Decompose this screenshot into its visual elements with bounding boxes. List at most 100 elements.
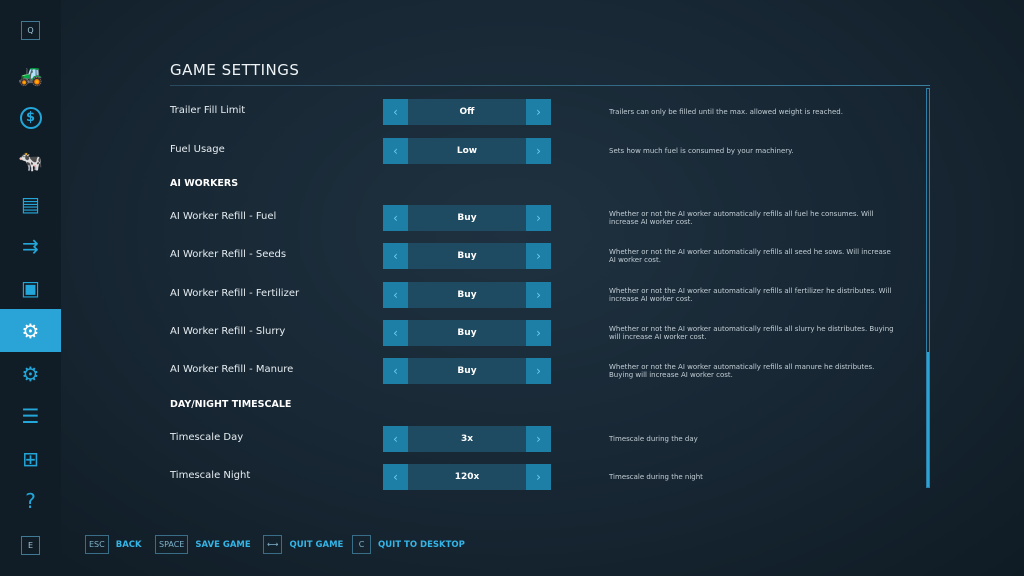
chevron-left-icon: ‹	[393, 432, 398, 446]
chevron-left-icon: ‹	[393, 144, 398, 158]
next-option-button[interactable]: ›	[526, 205, 551, 231]
previous-option-button[interactable]: ‹	[383, 138, 408, 164]
sidebar-item-tractor[interactable]: 🚜	[0, 53, 61, 96]
chevron-left-icon: ‹	[393, 211, 398, 225]
setting-value[interactable]: 3x	[408, 426, 526, 452]
setting-label: AI Worker Refill - Fertilizer	[170, 288, 300, 299]
scrollbar[interactable]	[926, 88, 930, 488]
next-option-button[interactable]: ›	[526, 282, 551, 308]
setting-value[interactable]: Buy	[408, 320, 526, 346]
next-option-button[interactable]: ›	[526, 243, 551, 269]
sidebar: Q 🚜 $ 🐄 ▤ ⇉ ▣ ⚙ ⚙ ☰ ⊞? E	[0, 0, 61, 576]
chevron-right-icon: ›	[536, 249, 541, 263]
footer-back-button[interactable]: ESC BACK	[85, 535, 142, 554]
setting-label: Fuel Usage	[170, 144, 225, 155]
next-option-button[interactable]: ›	[526, 138, 551, 164]
hierarchy-icon: ⊞	[22, 446, 39, 471]
chevron-right-icon: ›	[536, 364, 541, 378]
chevron-left-icon: ‹	[393, 326, 398, 340]
previous-option-button[interactable]: ‹	[383, 320, 408, 346]
chevron-right-icon: ›	[536, 144, 541, 158]
setting-selector: ‹ Buy ›	[383, 358, 551, 384]
sidebar-item-production[interactable]: ⇉	[0, 224, 61, 267]
statistics-icon: ▣	[21, 275, 40, 300]
help-icon: ?	[25, 488, 36, 513]
page-title: GAME SETTINGS	[170, 61, 300, 79]
sidebar-item-statistics[interactable]: ▣	[0, 266, 61, 309]
footer-save-game-button[interactable]: SPACE SAVE GAME	[155, 535, 251, 554]
previous-option-button[interactable]: ‹	[383, 464, 408, 490]
setting-description: Whether or not the AI worker automatical…	[609, 248, 891, 264]
setting-description: Sets how much fuel is consumed by your m…	[609, 147, 794, 155]
setting-value[interactable]: Buy	[408, 243, 526, 269]
sidebar-item-sliders[interactable]: ☰	[0, 394, 61, 437]
e-key-hint[interactable]: E	[21, 536, 40, 555]
chevron-right-icon: ›	[536, 288, 541, 302]
previous-option-button[interactable]: ‹	[383, 282, 408, 308]
previous-option-button[interactable]: ‹	[383, 358, 408, 384]
next-option-button[interactable]: ›	[526, 99, 551, 125]
key-hint: SPACE	[155, 535, 189, 554]
sliders-icon: ☰	[21, 403, 40, 428]
chevron-left-icon: ‹	[393, 470, 398, 484]
next-option-button[interactable]: ›	[526, 464, 551, 490]
setting-value[interactable]: Buy	[408, 282, 526, 308]
sidebar-item-help[interactable]: ?	[0, 479, 61, 522]
game-settings-icon: ⚙	[21, 318, 40, 343]
title-divider	[170, 85, 930, 86]
chevron-left-icon: ‹	[393, 105, 398, 119]
setting-value[interactable]: Off	[408, 99, 526, 125]
setting-description: Whether or not the AI worker automatical…	[609, 325, 894, 341]
footer-label: SAVE GAME	[195, 539, 251, 550]
chevron-right-icon: ›	[536, 211, 541, 225]
setting-label: AI Worker Refill - Fuel	[170, 211, 277, 222]
next-option-button[interactable]: ›	[526, 426, 551, 452]
production-icon: ⇉	[22, 233, 39, 258]
key-hint: ESC	[85, 535, 109, 554]
sidebar-item-dollar[interactable]: $	[0, 96, 61, 139]
footer-quit-to-desktop-button[interactable]: C QUIT TO DESKTOP	[352, 535, 465, 554]
footer-label: QUIT GAME	[289, 539, 344, 550]
tractor-icon: 🚜	[18, 62, 43, 87]
setting-description: Timescale during the night	[609, 473, 703, 481]
previous-option-button[interactable]: ‹	[383, 99, 408, 125]
footer-quit-game-button[interactable]: ⟷ QUIT GAME	[263, 535, 343, 554]
setting-label: Timescale Day	[170, 432, 244, 443]
sidebar-item-contracts[interactable]: ▤	[0, 182, 61, 225]
chevron-right-icon: ›	[536, 432, 541, 446]
dollar-icon: $	[19, 106, 42, 129]
setting-selector: ‹ Buy ›	[383, 243, 551, 269]
footer-label: QUIT TO DESKTOP	[378, 539, 465, 550]
setting-selector: ‹ 120x ›	[383, 464, 551, 490]
key-hint: ⟷	[263, 535, 283, 554]
setting-description: Timescale during the day	[609, 435, 698, 443]
setting-selector: ‹ Low ›	[383, 138, 551, 164]
setting-value[interactable]: Buy	[408, 358, 526, 384]
chevron-left-icon: ‹	[393, 288, 398, 302]
previous-option-button[interactable]: ‹	[383, 243, 408, 269]
scrollbar-thumb[interactable]	[927, 352, 929, 487]
setting-value[interactable]: Buy	[408, 205, 526, 231]
setting-value[interactable]: 120x	[408, 464, 526, 490]
previous-option-button[interactable]: ‹	[383, 426, 408, 452]
sidebar-item-hierarchy[interactable]: ⊞	[0, 437, 61, 480]
setting-value[interactable]: Low	[408, 138, 526, 164]
next-option-button[interactable]: ›	[526, 358, 551, 384]
setting-selector: ‹ Buy ›	[383, 205, 551, 231]
q-key-hint[interactable]: Q	[21, 21, 40, 40]
contracts-icon: ▤	[21, 191, 40, 216]
chevron-right-icon: ›	[536, 470, 541, 484]
setting-selector: ‹ Buy ›	[383, 320, 551, 346]
sidebar-item-game-settings[interactable]: ⚙	[0, 309, 61, 352]
gear-icon: ⚙	[21, 361, 40, 386]
setting-label: AI Worker Refill - Seeds	[170, 249, 287, 260]
previous-option-button[interactable]: ‹	[383, 205, 408, 231]
next-option-button[interactable]: ›	[526, 320, 551, 346]
setting-label: Timescale Night	[170, 470, 251, 481]
chevron-right-icon: ›	[536, 105, 541, 119]
setting-label: AI Worker Refill - Manure	[170, 364, 294, 375]
setting-label: Trailer Fill Limit	[170, 105, 246, 116]
sidebar-item-gear[interactable]: ⚙	[0, 352, 61, 395]
chevron-right-icon: ›	[536, 326, 541, 340]
sidebar-item-cow[interactable]: 🐄	[0, 139, 61, 182]
